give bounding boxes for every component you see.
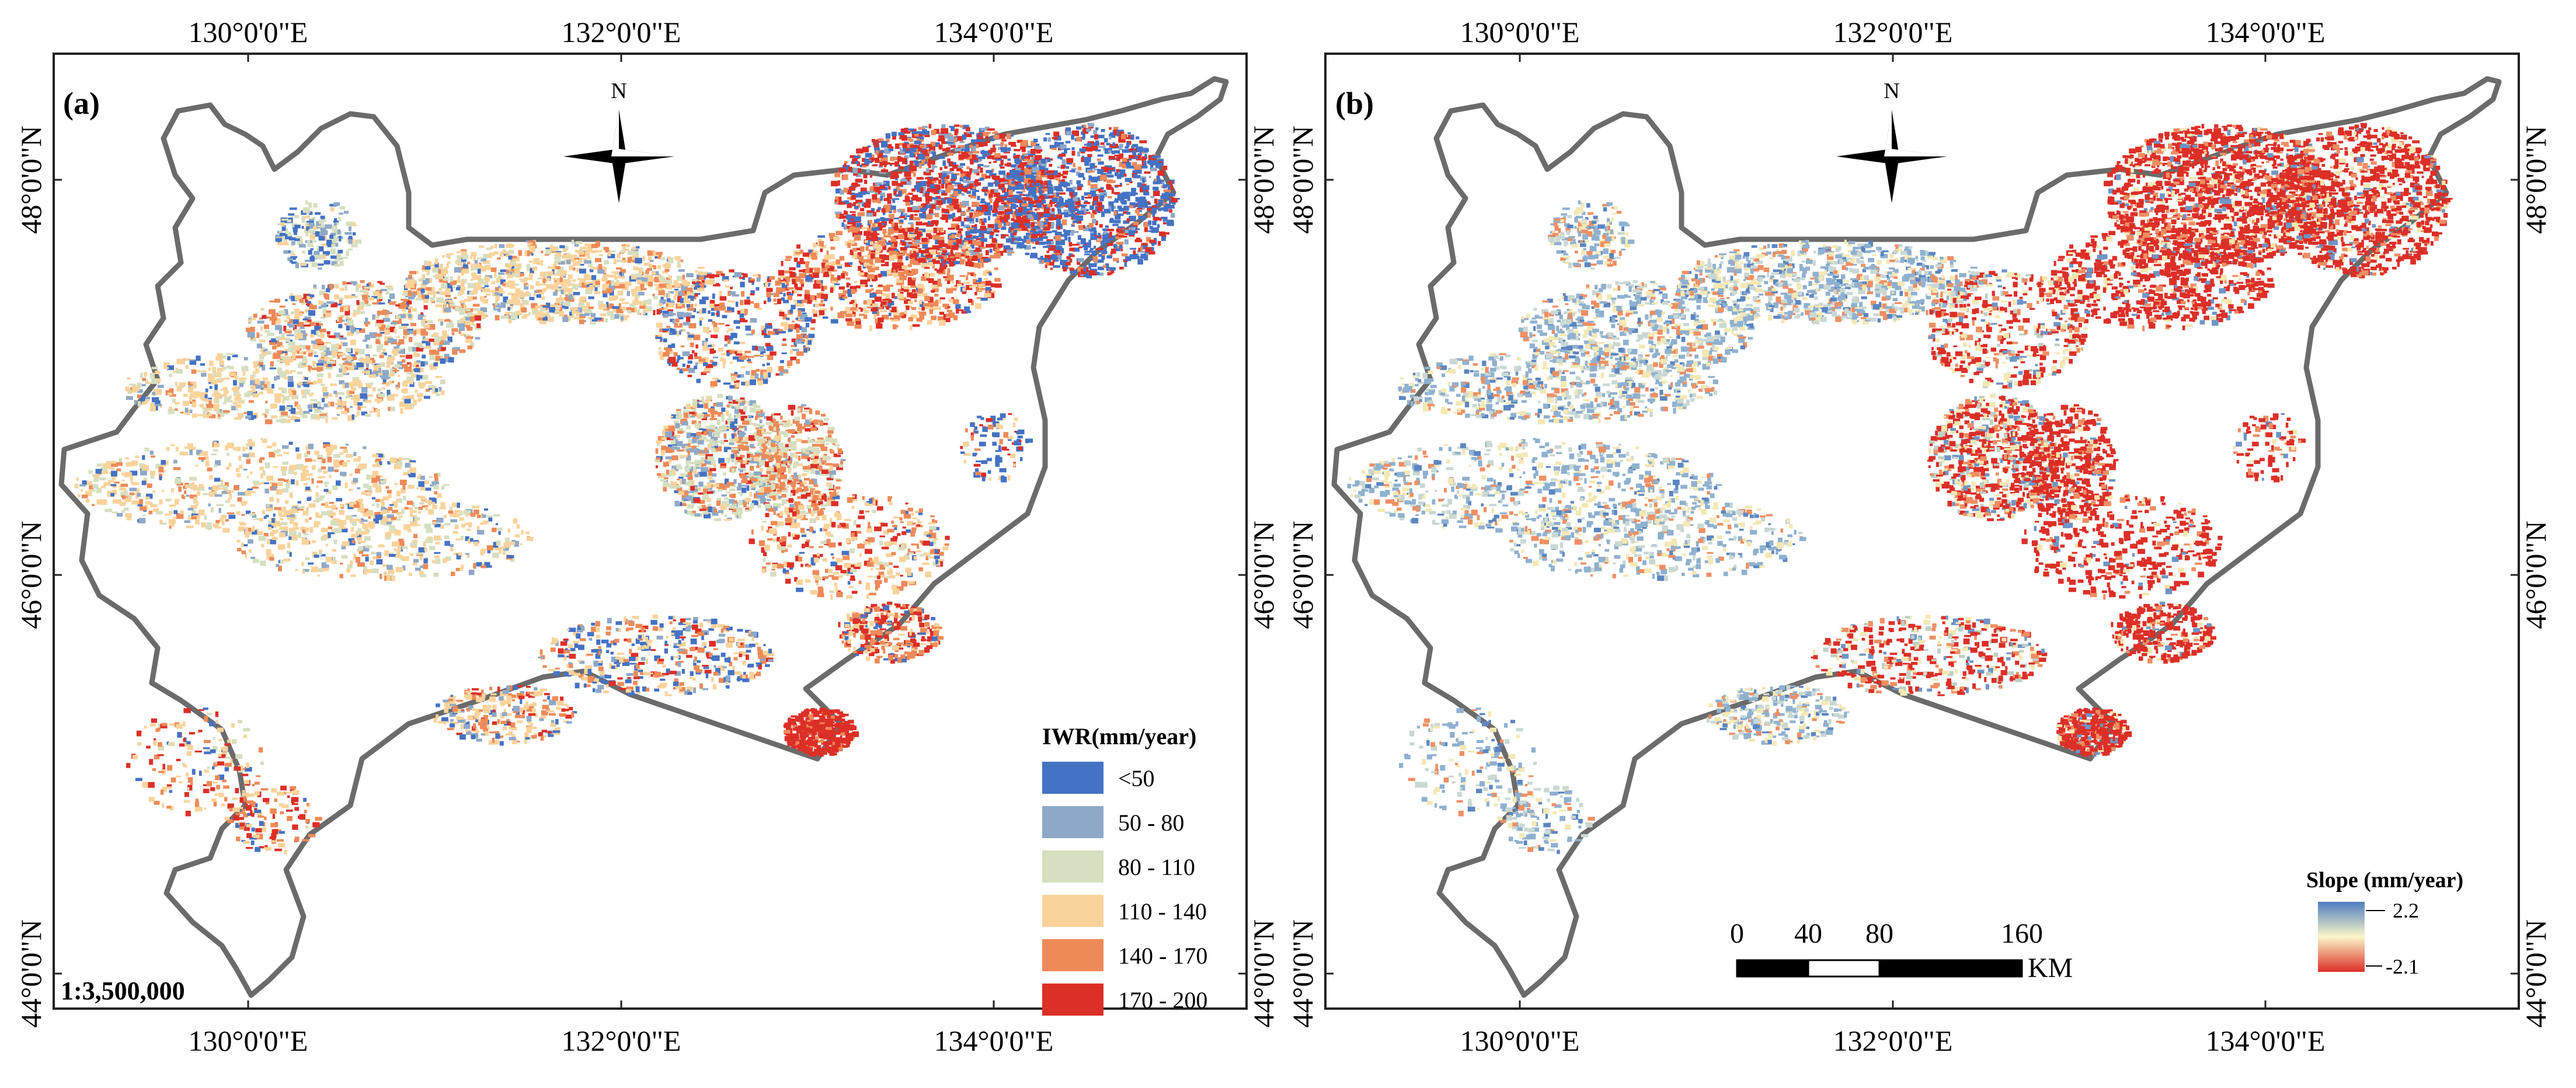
a-lon-label-top-2: 134°0'0"E bbox=[934, 16, 1054, 48]
legend-swatch-3 bbox=[1042, 850, 1103, 883]
scalebar-tick-0: 0 bbox=[1730, 918, 1744, 949]
panel-a-label: (a) bbox=[63, 86, 100, 121]
north-letter-a: N bbox=[611, 79, 626, 103]
scalebar-tick-40: 40 bbox=[1794, 918, 1822, 949]
a-lon-label-bottom-1: 132°0'0"E bbox=[562, 1024, 681, 1057]
b-lon-label-top-1: 132°0'0"E bbox=[1833, 16, 1953, 48]
scalebar-seg-1 bbox=[1736, 959, 1809, 978]
slope-max-label: 2.2 bbox=[2393, 899, 2419, 922]
a-lon-label-bottom-2: 134°0'0"E bbox=[934, 1024, 1054, 1057]
slope-min-label: -2.1 bbox=[2386, 955, 2419, 978]
legend-swatch-1 bbox=[1042, 762, 1103, 794]
scalebar-tick-80: 80 bbox=[1865, 918, 1893, 949]
scalebar-seg-3 bbox=[1878, 959, 2023, 978]
legend-swatch-4 bbox=[1042, 895, 1103, 927]
legend-swatch-6 bbox=[1042, 984, 1103, 1016]
legend-label-4: 110 - 140 bbox=[1118, 898, 1207, 925]
b-lat-label-left-2: 44°0'0"N bbox=[1286, 919, 1319, 1028]
a-lat-label-right-1: 46°0'0"N bbox=[1247, 521, 1280, 629]
legend-label-3: 80 - 110 bbox=[1118, 854, 1195, 880]
a-lon-label-top-1: 132°0'0"E bbox=[562, 16, 681, 48]
iwr-raster-a bbox=[74, 123, 1180, 855]
legend-label-2: 50 - 80 bbox=[1118, 810, 1184, 836]
scalebar-unit: KM bbox=[2028, 953, 2073, 984]
b-lat-label-right-2: 44°0'0"N bbox=[2519, 919, 2552, 1028]
a-lat-label-left-2: 44°0'0"N bbox=[15, 919, 47, 1028]
legend-swatch-2 bbox=[1042, 806, 1103, 838]
legend-label-6: 170 - 200 bbox=[1118, 987, 1207, 1013]
panel-a-map: (a) N IWR(mm/year) <50 50 - 80 80 - 110 110… bbox=[15, 16, 1280, 1057]
b-lat-label-left-1: 46°0'0"N bbox=[1286, 521, 1319, 629]
scale-bar: 0 40 80 160 KM bbox=[1730, 918, 2073, 984]
a-lat-label-left-0: 48°0'0"N bbox=[15, 125, 47, 234]
a-lat-label-left-1: 46°0'0"N bbox=[15, 521, 47, 629]
iwr-legend: IWR(mm/year) <50 50 - 80 80 - 110 110 - 140… bbox=[1042, 723, 1207, 1016]
legend-title-a: IWR(mm/year) bbox=[1042, 723, 1196, 749]
north-letter-b: N bbox=[1884, 79, 1899, 103]
a-lon-label-top-0: 130°0'0"E bbox=[189, 16, 308, 48]
b-lon-label-top-2: 134°0'0"E bbox=[2206, 16, 2326, 48]
legend-label-1: <50 bbox=[1118, 765, 1155, 791]
b-lon-label-bottom-1: 132°0'0"E bbox=[1833, 1024, 1953, 1057]
panel-b-label: (b) bbox=[1335, 86, 1374, 121]
a-lat-label-right-2: 44°0'0"N bbox=[1247, 919, 1280, 1028]
b-lat-label-left-0: 48°0'0"N bbox=[1286, 125, 1319, 234]
panel-b-map: (b) N 0 40 80 160 KM Slope (mm/year) 2.2 bbox=[1286, 16, 2552, 1057]
b-lat-label-right-1: 46°0'0"N bbox=[2519, 521, 2552, 629]
scalebar-seg-2 bbox=[1807, 959, 1881, 978]
slope-legend: Slope (mm/year) 2.2 -2.1 bbox=[2306, 868, 2463, 978]
slope-color-ramp bbox=[2318, 902, 2365, 972]
b-lon-label-top-0: 130°0'0"E bbox=[1460, 16, 1580, 48]
north-arrow-b: N bbox=[1836, 79, 1947, 203]
a-lon-label-bottom-0: 130°0'0"E bbox=[189, 1024, 308, 1057]
b-lat-label-right-0: 48°0'0"N bbox=[2519, 125, 2552, 234]
legend-label-5: 140 - 170 bbox=[1118, 943, 1207, 969]
a-lat-label-right-0: 48°0'0"N bbox=[1247, 125, 1280, 234]
scalebar-tick-160: 160 bbox=[2001, 918, 2043, 949]
legend-title-b: Slope (mm/year) bbox=[2306, 868, 2463, 892]
b-lon-label-bottom-2: 134°0'0"E bbox=[2206, 1024, 2326, 1057]
scale-ratio-a: 1:3,500,000 bbox=[61, 977, 185, 1005]
north-arrow-a: N bbox=[563, 79, 674, 203]
slope-raster-b bbox=[1347, 123, 2453, 855]
legend-swatch-5 bbox=[1042, 939, 1103, 971]
b-lon-label-bottom-0: 130°0'0"E bbox=[1460, 1024, 1580, 1057]
